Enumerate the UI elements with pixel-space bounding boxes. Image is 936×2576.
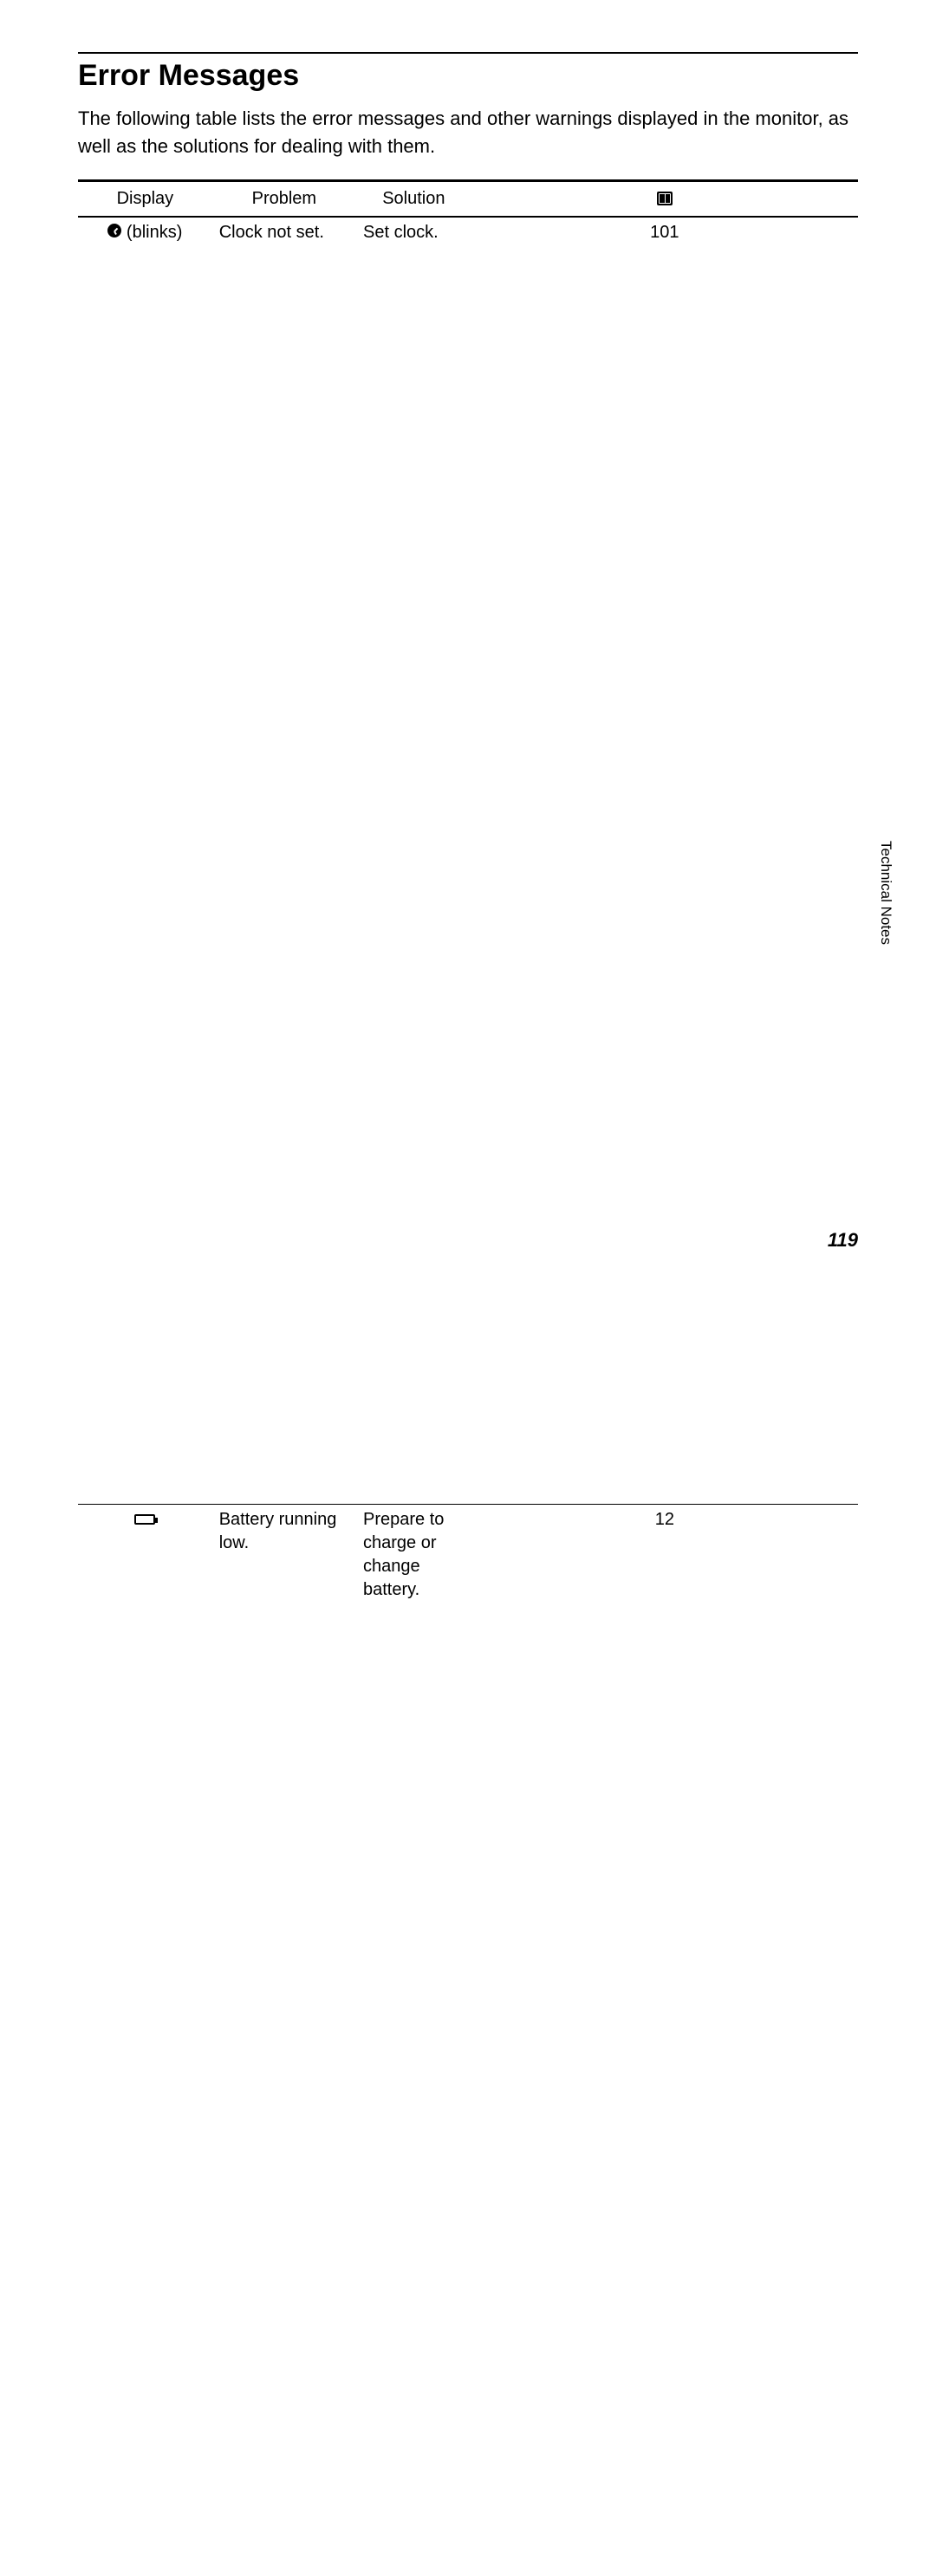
display-note: (blinks): [127, 223, 182, 242]
table-row: (blinks) Clock not set. Set clock. 101: [78, 217, 858, 1505]
header-display: Display: [78, 180, 212, 217]
intro-paragraph: The following table lists the error mess…: [78, 105, 858, 160]
clock-icon: [107, 224, 121, 237]
header-problem: Problem: [212, 180, 356, 217]
cell-pageref: 12: [471, 1505, 858, 2576]
cell-problem: Battery running low.: [212, 1505, 356, 2576]
header-pageref: [471, 180, 858, 217]
page-number: 119: [828, 1229, 858, 1252]
cell-solution: Prepare to charge or change battery.: [356, 1505, 471, 2576]
cell-problem: Clock not set.: [212, 217, 356, 1505]
cell-pageref: 101: [471, 217, 858, 1505]
error-table: Display Problem Solution (blinks) Clock …: [78, 179, 858, 2576]
battery-icon: [134, 1514, 155, 1525]
section-tab-label: Technical Notes: [877, 841, 894, 945]
page-title: Error Messages: [78, 59, 858, 93]
cell-solution: Set clock.: [356, 217, 471, 1505]
table-row: Battery running low. Prepare to charge o…: [78, 1505, 858, 2576]
table-header-row: Display Problem Solution: [78, 180, 858, 217]
rule-top: [78, 52, 858, 54]
manual-page: Error Messages The following table lists…: [0, 0, 936, 1288]
book-icon: [657, 192, 673, 205]
header-solution: Solution: [356, 180, 471, 217]
